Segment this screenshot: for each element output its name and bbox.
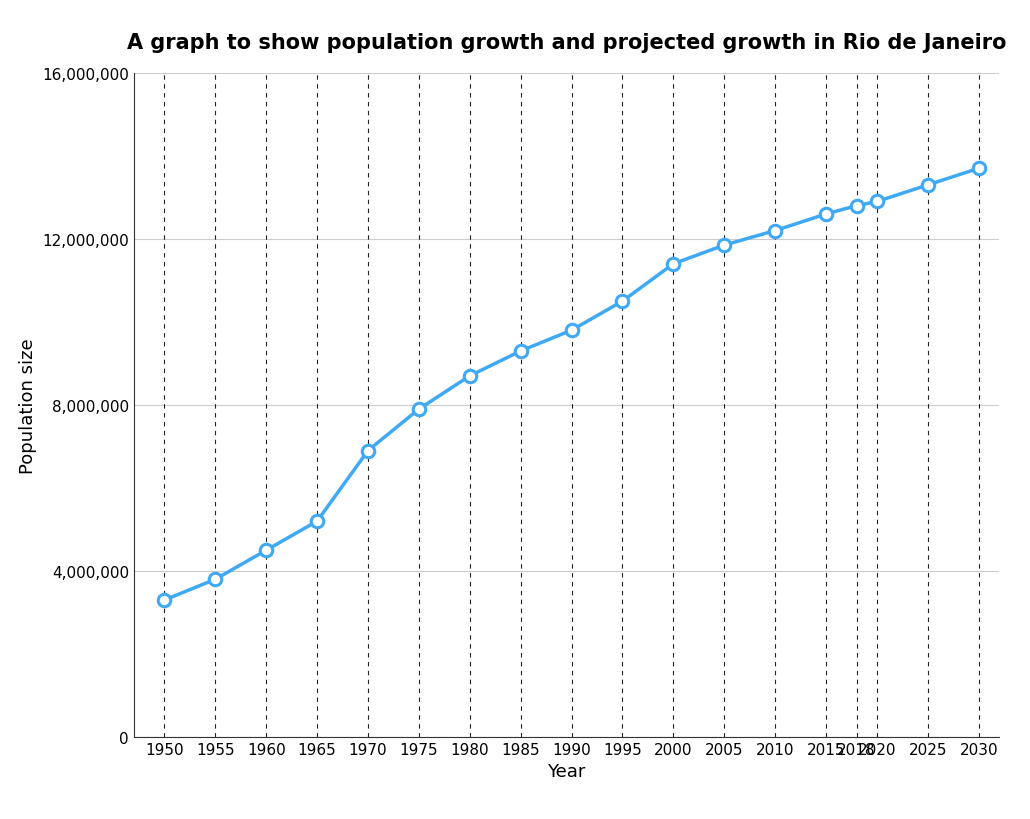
X-axis label: Year: Year <box>547 762 586 781</box>
Y-axis label: Population size: Population size <box>19 337 37 473</box>
Title: A graph to show population growth and projected growth in Rio de Janeiro: A graph to show population growth and pr… <box>127 33 1006 52</box>
